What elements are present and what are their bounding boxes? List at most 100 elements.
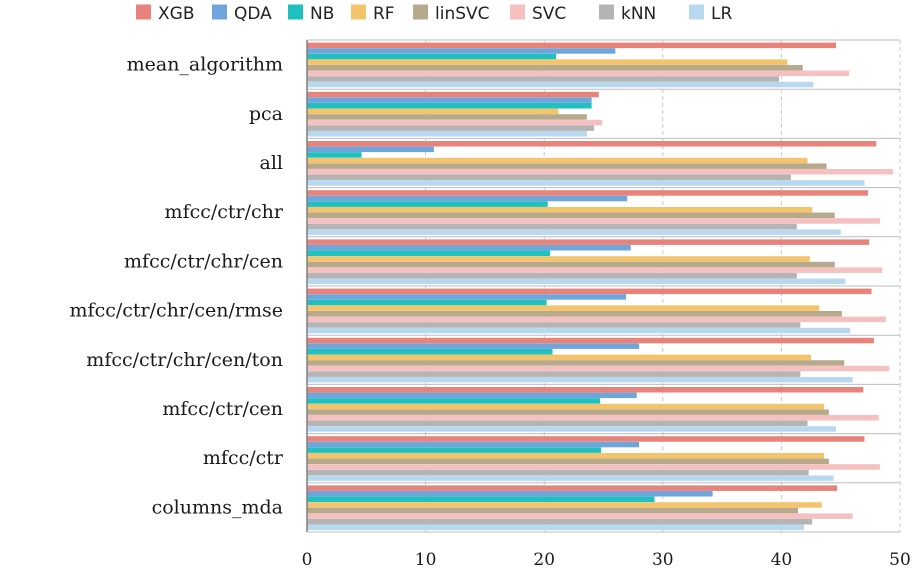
bar-linsvc-mean-algorithm [307, 65, 803, 71]
bar-linsvc-mfcc-ctr-chr-cen-ton [307, 360, 845, 366]
legend-label-nb: NB [310, 4, 334, 24]
legend-label-rf: RF [373, 4, 395, 24]
category-label-columns-mda: columns_mda [152, 496, 283, 518]
legend-swatch-rf [351, 4, 366, 20]
legend-label-lr: LR [711, 4, 732, 24]
category-label-mfcc-ctr-chr-cen-ton: mfcc/ctr/chr/cen/ton [86, 349, 283, 371]
category-label-mean-algorithm: mean_algorithm [127, 54, 283, 76]
x-tick-label: 30 [652, 550, 674, 570]
bar-knn-mfcc-ctr-cen [307, 420, 808, 427]
bar-knn-all [307, 174, 791, 181]
bar-qda-mfcc-ctr-chr [307, 195, 628, 202]
category-label-mfcc-ctr-cen: mfcc/ctr/cen [162, 398, 283, 420]
bar-svc-mean-algorithm [307, 70, 850, 77]
bar-qda-mfcc-ctr-chr-cen-ton [307, 343, 640, 349]
bar-nb-mfcc-ctr-cen [307, 398, 600, 404]
bar-rf-mfcc-ctr-chr-cen-rmse [307, 305, 820, 311]
bar-qda-mfcc-ctr-chr-cen-rmse [307, 294, 627, 300]
bar-qda-mfcc-ctr [307, 441, 640, 448]
bar-rf-pca [307, 108, 559, 115]
bar-qda-mfcc-ctr-cen [307, 392, 637, 399]
bar-nb-all [307, 152, 362, 158]
bar-rf-mfcc-ctr-chr-cen-ton [307, 354, 812, 361]
bar-xgb-mfcc-ctr-chr-cen-ton [307, 337, 874, 344]
bar-lr-mfcc-ctr-cen [307, 426, 836, 432]
bar-lr-mean-algorithm [307, 81, 814, 88]
bar-nb-mfcc-ctr-chr-cen [307, 250, 551, 257]
bar-knn-mfcc-ctr [307, 469, 809, 476]
bar-knn-mfcc-ctr-chr [307, 223, 797, 230]
category-label-mfcc-ctr-chr-cen-rmse: mfcc/ctr/chr/cen/rmse [70, 300, 283, 322]
bar-svc-mfcc-ctr-chr-cen-ton [307, 365, 890, 372]
legend-label-qda: QDA [234, 4, 272, 24]
bar-rf-mean-algorithm [307, 59, 788, 65]
category-label-mfcc-ctr-chr: mfcc/ctr/chr [165, 201, 284, 223]
bar-nb-mfcc-ctr [307, 447, 602, 453]
bar-knn-columns-mda [307, 519, 813, 525]
bar-rf-columns-mda [307, 502, 822, 508]
bar-lr-mfcc-ctr-chr-cen [307, 278, 846, 285]
bar-knn-mfcc-ctr-chr-cen-rmse [307, 322, 801, 328]
category-label-all: all [260, 152, 283, 174]
bar-qda-mfcc-ctr-chr-cen [307, 245, 631, 251]
bar-rf-mfcc-ctr-chr [307, 207, 813, 213]
bar-lr-mfcc-ctr-chr-cen-rmse [307, 327, 851, 334]
bar-rf-mfcc-ctr-cen [307, 403, 825, 410]
bar-linsvc-mfcc-ctr-chr [307, 212, 835, 219]
bar-linsvc-all [307, 163, 827, 169]
bar-nb-mfcc-ctr-chr-cen-rmse [307, 299, 547, 306]
legend-label-linsvc: linSVC [435, 4, 490, 24]
legend-label-xgb: XGB [158, 4, 194, 24]
bar-lr-pca [307, 131, 587, 137]
x-tick-label: 0 [302, 550, 313, 570]
bar-svc-mfcc-ctr-chr-cen [307, 267, 883, 273]
bar-qda-pca [307, 97, 592, 103]
x-tick-label: 20 [533, 550, 555, 570]
legend-swatch-linsvc [413, 4, 428, 20]
bar-xgb-columns-mda [307, 485, 838, 491]
legend-swatch-nb [288, 4, 303, 20]
bar-linsvc-mfcc-ctr-chr-cen-rmse [307, 311, 842, 317]
legend-swatch-knn [599, 4, 614, 20]
legend-swatch-svc [510, 4, 525, 20]
bar-nb-mfcc-ctr-chr [307, 201, 548, 207]
bar-nb-columns-mda [307, 496, 655, 503]
bar-rf-all [307, 157, 808, 164]
bar-svc-mfcc-ctr-chr-cen-rmse [307, 316, 886, 323]
bar-svc-mfcc-ctr-chr [307, 218, 880, 224]
bar-qda-columns-mda [307, 491, 713, 497]
legend-swatch-qda [212, 4, 227, 20]
bar-xgb-all [307, 141, 877, 147]
category-label-pca: pca [249, 103, 283, 125]
bar-linsvc-pca [307, 114, 587, 120]
bar-knn-pca [307, 125, 595, 131]
bar-qda-mean-algorithm [307, 48, 616, 54]
bar-nb-pca [307, 103, 592, 109]
legend-label-svc: SVC [532, 4, 566, 24]
legend-label-knn: kNN [621, 4, 656, 24]
bar-knn-mean-algorithm [307, 76, 780, 82]
bar-lr-mfcc-ctr-chr-cen-ton [307, 377, 853, 383]
bar-lr-columns-mda [307, 524, 804, 531]
bar-svc-mfcc-ctr-cen [307, 415, 879, 421]
bar-lr-mfcc-ctr-chr [307, 229, 841, 235]
bar-xgb-mfcc-ctr-chr-cen-rmse [307, 288, 872, 295]
bar-linsvc-mfcc-ctr-cen [307, 409, 829, 415]
bar-knn-mfcc-ctr-chr-cen-ton [307, 371, 801, 377]
x-tick-label: 50 [889, 550, 911, 570]
bar-nb-mean-algorithm [307, 53, 557, 60]
bar-rf-mfcc-ctr [307, 453, 825, 459]
bar-knn-mfcc-ctr-chr-cen [307, 273, 797, 279]
bar-svc-all [307, 169, 893, 175]
bar-rf-mfcc-ctr-chr-cen [307, 256, 810, 262]
bar-xgb-mean-algorithm [307, 42, 836, 49]
bar-xgb-mfcc-ctr [307, 436, 865, 442]
x-tick-label: 10 [415, 550, 437, 570]
bar-lr-mfcc-ctr [307, 475, 834, 481]
bar-linsvc-mfcc-ctr-chr-cen [307, 261, 835, 268]
category-label-mfcc-ctr: mfcc/ctr [203, 447, 284, 469]
bar-xgb-mfcc-ctr-cen [307, 387, 864, 393]
bar-xgb-pca [307, 91, 599, 98]
